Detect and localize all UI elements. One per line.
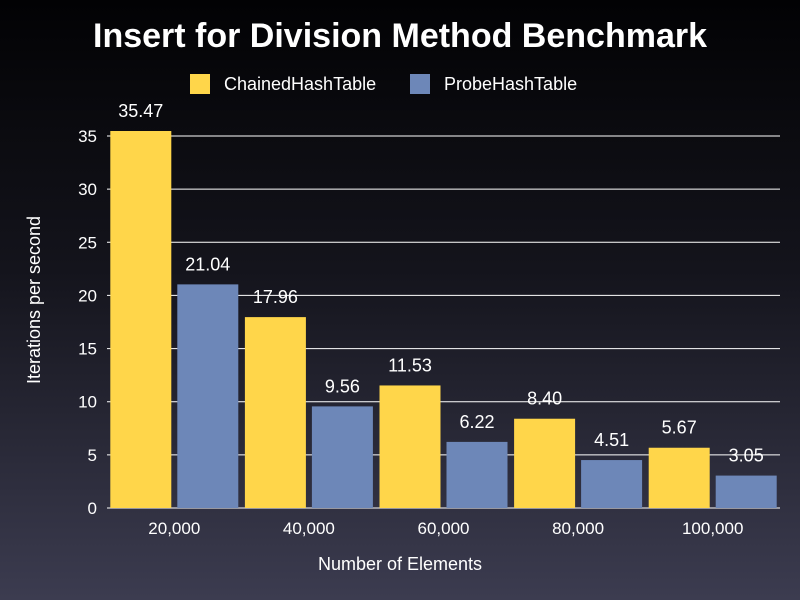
y-tick-label: 15 xyxy=(78,340,97,359)
x-tick-label: 20,000 xyxy=(148,519,200,538)
data-label: 11.53 xyxy=(388,355,432,375)
y-tick-label: 10 xyxy=(78,393,97,412)
y-axis-label: Iterations per second xyxy=(24,216,44,384)
bar-chainedhashtable-3 xyxy=(514,418,576,508)
data-label: 5.67 xyxy=(662,418,697,438)
bar-probehashtable-2 xyxy=(446,441,508,508)
data-label: 21.04 xyxy=(185,254,230,274)
y-tick-label: 25 xyxy=(78,233,97,252)
legend-swatch-chained xyxy=(190,74,210,94)
data-label: 9.56 xyxy=(325,376,360,396)
bars xyxy=(110,131,777,508)
bar-probehashtable-1 xyxy=(311,406,373,508)
bar-chainedhashtable-2 xyxy=(379,385,441,508)
x-tick-label: 40,000 xyxy=(283,519,335,538)
x-tick-label: 80,000 xyxy=(552,519,604,538)
bar-chainedhashtable-4 xyxy=(648,447,710,508)
legend-swatch-probe xyxy=(410,74,430,94)
chart-title: Insert for Division Method Benchmark xyxy=(93,17,707,55)
x-tick-label: 100,000 xyxy=(682,519,743,538)
bar-probehashtable-4 xyxy=(715,475,777,508)
bar-chainedhashtable-0 xyxy=(110,131,172,508)
bar-probehashtable-3 xyxy=(581,460,643,508)
data-label: 8.40 xyxy=(527,389,562,409)
y-tick-label: 20 xyxy=(78,286,97,305)
y-tick-labels: 0 5 10 15 20 25 30 35 xyxy=(78,127,97,518)
x-tick-labels: 20,000 40,000 60,000 80,000 100,000 xyxy=(148,519,743,538)
data-labels: 35.47 21.04 17.96 9.56 11.53 6.22 8.40 4.51 5.67… xyxy=(118,101,763,466)
data-label: 4.51 xyxy=(594,430,629,450)
x-axis-label: Number of Elements xyxy=(318,554,482,574)
y-tick-label: 30 xyxy=(78,180,97,199)
y-tick-label: 5 xyxy=(88,446,97,465)
data-label: 35.47 xyxy=(118,101,163,121)
y-tick-label: 0 xyxy=(88,499,97,518)
legend: ChainedHashTable ProbeHashTable xyxy=(190,74,577,94)
y-tick-label: 35 xyxy=(78,127,97,146)
x-tick-label: 60,000 xyxy=(418,519,470,538)
legend-label-chained: ChainedHashTable xyxy=(224,74,376,94)
data-label: 17.96 xyxy=(253,287,298,307)
bar-probehashtable-0 xyxy=(177,284,239,508)
bar-chainedhashtable-1 xyxy=(244,317,306,508)
data-label: 6.22 xyxy=(459,412,494,432)
data-label: 3.05 xyxy=(729,446,764,466)
legend-label-probe: ProbeHashTable xyxy=(444,74,577,94)
